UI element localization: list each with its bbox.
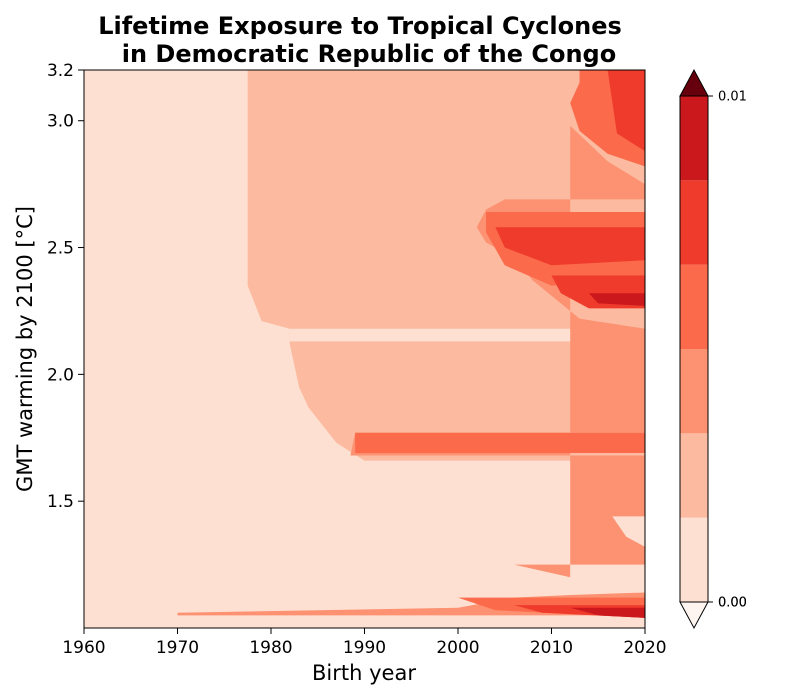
- contour-region-level-5: [570, 607, 645, 618]
- x-axis-label: Birth year: [312, 661, 416, 685]
- y-axis: 1.5 2.0 2.5 3.0 3.2: [47, 61, 84, 512]
- x-tick-label: 2020: [623, 638, 666, 658]
- x-axis: 1960 1970 1980 1990 2000 2010 2020: [62, 628, 667, 658]
- x-tick-label: 1990: [343, 638, 386, 658]
- colorbar-segment: [680, 180, 708, 265]
- colorbar-segment: [680, 517, 708, 602]
- colorbar-segment: [680, 349, 708, 434]
- y-tick-label: 2.5: [47, 239, 74, 259]
- y-tick-label: 3.0: [47, 112, 74, 132]
- y-tick-label: 3.2: [47, 61, 74, 81]
- contour-region-level-4: [495, 227, 645, 266]
- x-tick-label: 1970: [156, 638, 199, 658]
- x-tick-label: 1980: [249, 638, 292, 658]
- chart-title-line1: Lifetime Exposure to Tropical Cyclones: [98, 12, 622, 40]
- x-tick-label: 1960: [62, 638, 105, 658]
- contour-region-level-5: [588, 293, 645, 306]
- contour-region-level-0: [612, 516, 645, 547]
- colorbar-top-label: 0.01: [718, 90, 747, 105]
- contour-layer: [84, 70, 645, 628]
- contour-region-level-1: [247, 70, 645, 461]
- colorbar-segment: [680, 264, 708, 349]
- y-tick-label: 1.5: [47, 492, 74, 512]
- x-tick-label: 2010: [530, 638, 573, 658]
- contour-region-level-0: [289, 328, 645, 342]
- colorbar-bottom-label: 0.00: [718, 596, 747, 611]
- x-tick-label: 2000: [436, 638, 479, 658]
- colorbar-over-arrow: [679, 68, 709, 97]
- colorbar-bottom-label: 0.00: [718, 596, 747, 611]
- colorbar-segment: [680, 433, 708, 518]
- y-tick-label: 2.0: [47, 365, 74, 385]
- colorbar-under-arrow: [679, 601, 709, 630]
- contour-region-level-4: [607, 70, 645, 152]
- colorbar-frame: [679, 95, 709, 603]
- chart-title-line2: in Democratic Republic of the Congo: [122, 40, 616, 68]
- contour-region-level-3: [355, 432, 645, 453]
- colorbar-segment: [680, 96, 708, 181]
- colorbar: 0.010.000.00: [679, 68, 747, 630]
- y-axis-label: GMT warming by 2100 [°C]: [13, 206, 37, 492]
